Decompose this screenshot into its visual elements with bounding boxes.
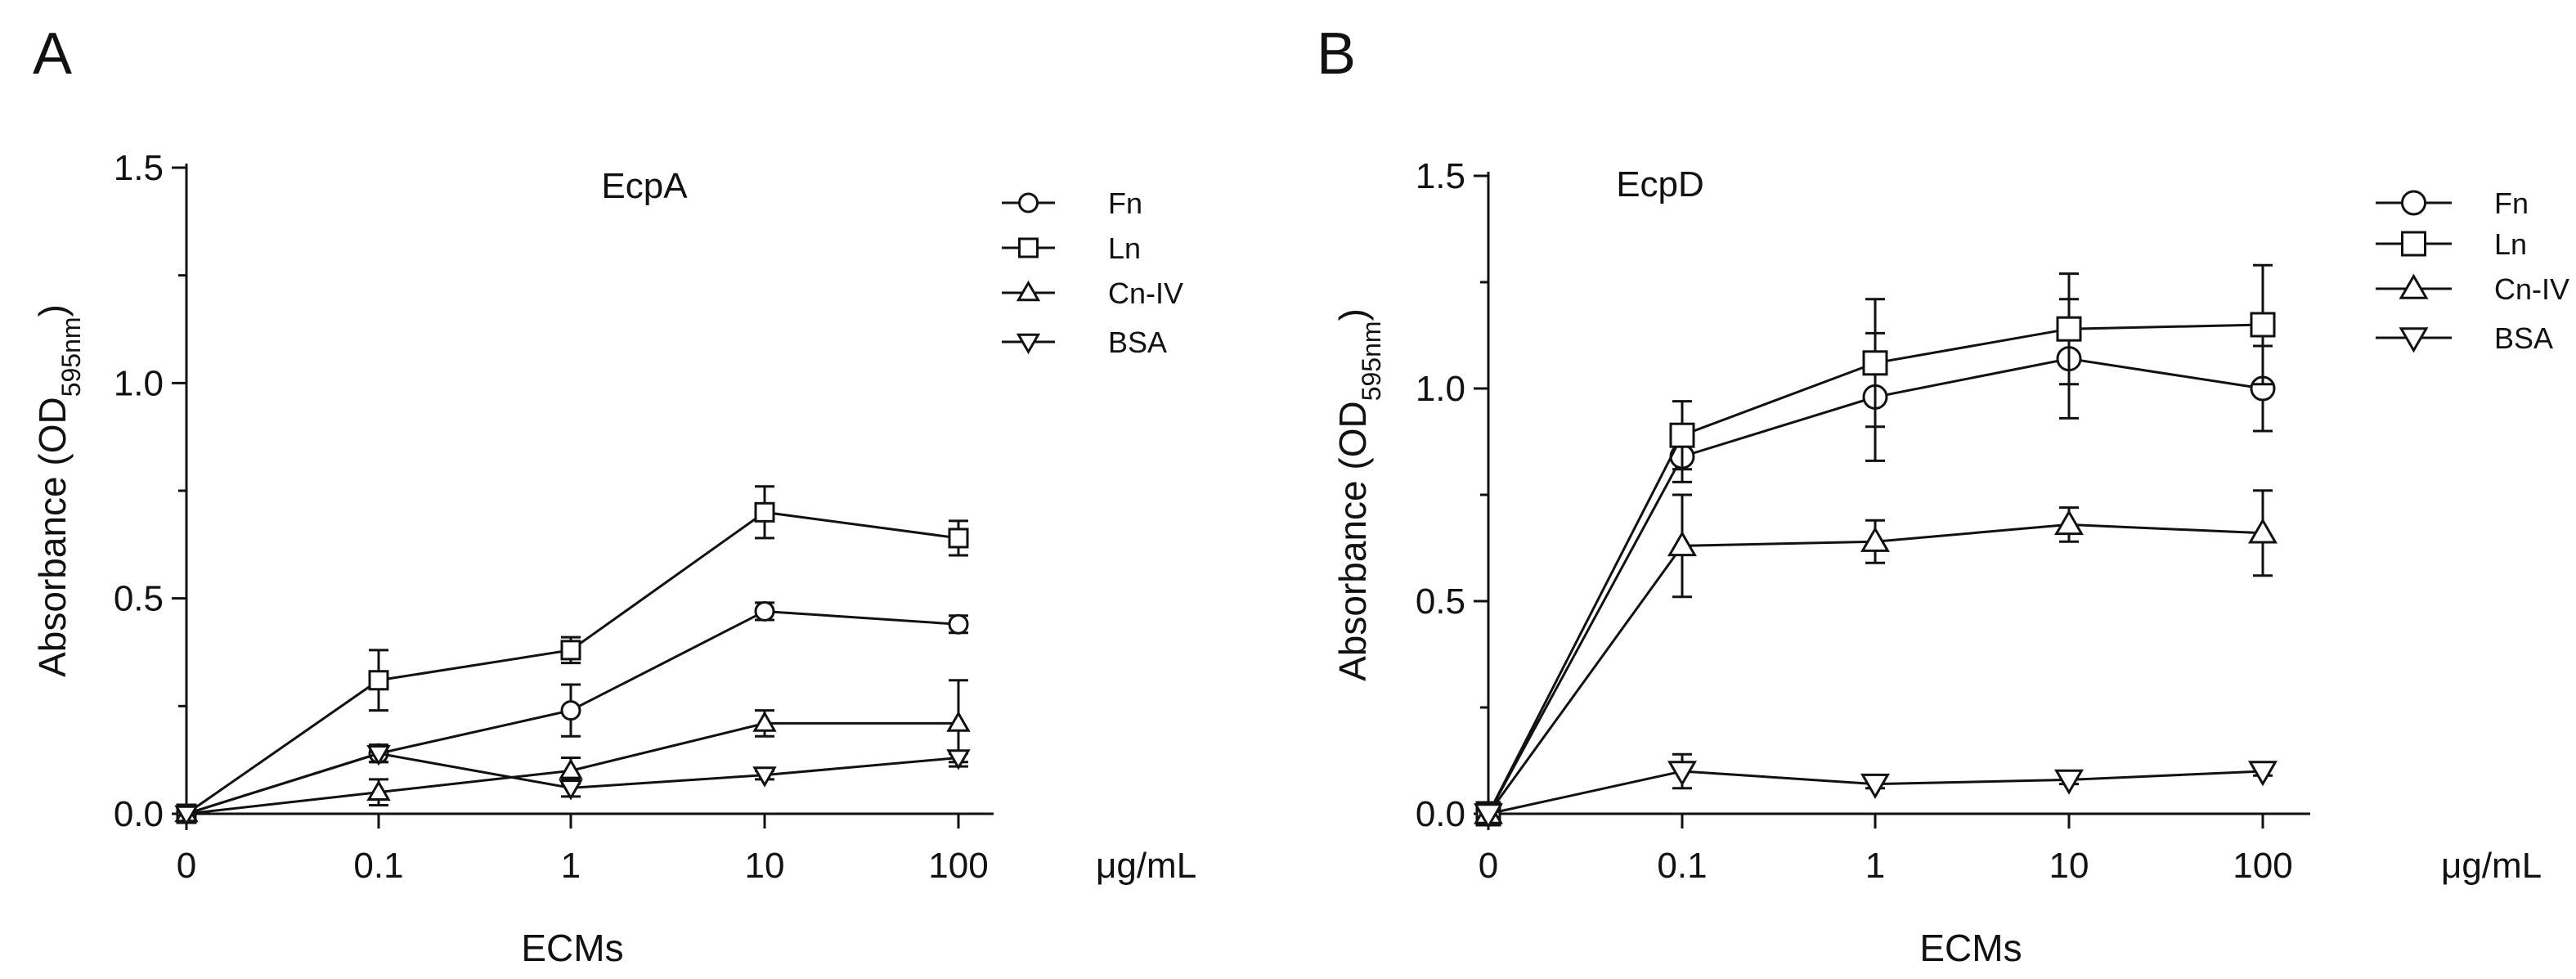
panel-a-data-point-bsa (752, 766, 777, 788)
panel-b-x-tick-label: 10 (2049, 846, 2089, 886)
panel-a-chart-title: EcpA (601, 166, 688, 206)
panel-b-y-tick-label: 0.5 (1416, 582, 1465, 622)
panel-b-legend-marker-bsa (2399, 327, 2429, 353)
panel-a-y-tick-label: 1.0 (114, 363, 164, 403)
panel-b-data-point-bsa (1667, 761, 1698, 787)
panel-b-data-point-cn-iv (2247, 518, 2278, 544)
panel-a-legend-marker-cn-iv (1016, 280, 1041, 302)
panel-a-x-axis-title: ECMs (521, 927, 623, 969)
panel-a-legend-label-ln: Ln (1108, 231, 1141, 265)
panel-a-data-point-cn-iv (946, 711, 971, 732)
panel-b-series-cn-iv (1473, 489, 2278, 824)
panel-b-y-tick-label: 1.5 (1416, 156, 1465, 196)
panel-b-data-point-ln (2250, 312, 2276, 338)
panel-a-data-point-fn (948, 613, 969, 635)
panel-b-data-point-ln (1862, 350, 1888, 376)
panel-b-legend: Fn Ln Cn-IV BSA (2376, 186, 2569, 355)
panel-b-x-axis-title: ECMs (1919, 927, 2022, 969)
panel-a-legend-marker-bsa (1016, 333, 1041, 355)
panel-a-series-ln (176, 485, 969, 824)
panel-a-y-tick-label: 1.5 (114, 148, 164, 188)
chart-panel-a: 0.0 0.5 1.0 1.5 0 0.1 1 10 100 μg/mL ECMs EcpA Absor… (31, 148, 1196, 969)
panel-b-y-tick-label: 0.0 (1416, 794, 1465, 834)
panel-a-data-point-bsa (366, 744, 391, 766)
panel-b-y-axis-title: Absorbance (OD595nm) (1331, 308, 1386, 681)
panel-b-legend-marker-ln (2401, 231, 2426, 257)
panel-b-series-ln (1475, 263, 2276, 827)
panel-b-legend-label-bsa: BSA (2494, 321, 2553, 355)
panel-b-series-line-cn-iv (1487, 523, 2264, 815)
panel-b-data-point-cn-iv (1860, 526, 1891, 552)
panel-b-x-tick-label: 1 (1865, 846, 1885, 886)
panel-a-x-tick-label: 0 (177, 846, 196, 886)
panel-a-x-tick-label: 0.1 (353, 846, 403, 886)
panel-a-data-point-cn-iv (559, 758, 583, 779)
panel-b-legend-label-fn: Fn (2494, 186, 2529, 220)
panel-a-data-point-cn-iv (366, 779, 391, 801)
panel-b-legend-marker-cn-iv (2399, 273, 2429, 299)
panel-a-y-tick-label: 0.0 (114, 794, 164, 834)
panel-b-x-unit: μg/mL (2441, 846, 2542, 886)
panel-b-x-tick-label: 100 (2233, 846, 2292, 886)
panel-a-data-point-cn-iv (752, 711, 777, 732)
panel-b-data-point-ln (2056, 316, 2082, 342)
panel-a-legend-label-bsa: BSA (1108, 326, 1167, 359)
panel-a-legend-marker-ln (1018, 237, 1039, 258)
panel-a-x-unit: μg/mL (1096, 846, 1196, 886)
panel-a-data-point-bsa (174, 805, 199, 827)
panel-a-x-tick-label: 1 (561, 846, 581, 886)
panel-b-x-tick-label: 0.1 (1657, 846, 1707, 886)
panel-a-data-point-bsa (559, 779, 583, 801)
panel-b-chart-title: EcpD (1616, 164, 1704, 204)
panel-b-data-point-bsa (2053, 769, 2085, 795)
panel-b-data-point-bsa (2247, 761, 2278, 787)
panel-b-y-tick-label: 1.0 (1416, 369, 1465, 409)
panel-a-legend-marker-fn (1018, 192, 1039, 213)
panel-a-data-point-ln (948, 528, 969, 549)
panel-a-x-tick-label: 10 (745, 846, 785, 886)
panel-b-x-tick-label: 0 (1479, 846, 1498, 886)
panel-b-legend-marker-fn (2401, 190, 2426, 216)
panel-a-series-bsa (174, 743, 971, 827)
panel-label-a: A (33, 21, 72, 87)
chart-panel-b: 0.0 0.5 1.0 1.5 0 0.1 1 10 100 μg/mL ECMs EcpD Absor… (1331, 156, 2569, 969)
panel-a-legend: Fn Ln Cn-IV BSA (1002, 186, 1183, 359)
panel-b-legend-label-ln: Ln (2494, 227, 2527, 261)
panel-a-legend-label-fn: Fn (1108, 186, 1142, 220)
panel-a-y-tick-label: 0.5 (114, 579, 164, 619)
panel-a-data-point-fn (560, 700, 581, 721)
panel-b-legend-label-cn-iv: Cn-IV (2494, 272, 2569, 306)
panel-b-data-point-cn-iv (1667, 531, 1698, 557)
panel-b-series-bsa (1473, 752, 2278, 829)
panel-b-data-point-bsa (1860, 773, 1891, 799)
panel-a-data-point-ln (754, 501, 775, 523)
panel-a-y-axis-title: Absorbance (OD595nm) (31, 304, 86, 677)
panel-a-data-point-ln (560, 640, 581, 661)
panel-a-x-tick-label: 100 (928, 846, 988, 886)
panel-a-data-point-ln (368, 670, 389, 691)
panel-a-data-point-fn (754, 600, 775, 622)
panel-b-data-point-bsa (1473, 803, 1504, 829)
panel-a-data-point-bsa (946, 749, 971, 770)
panel-b-data-point-cn-iv (2053, 510, 2085, 536)
panel-b-data-point-ln (1669, 422, 1695, 448)
panel-label-b: B (1317, 21, 1356, 87)
panel-a-legend-label-cn-iv: Cn-IV (1108, 276, 1183, 310)
